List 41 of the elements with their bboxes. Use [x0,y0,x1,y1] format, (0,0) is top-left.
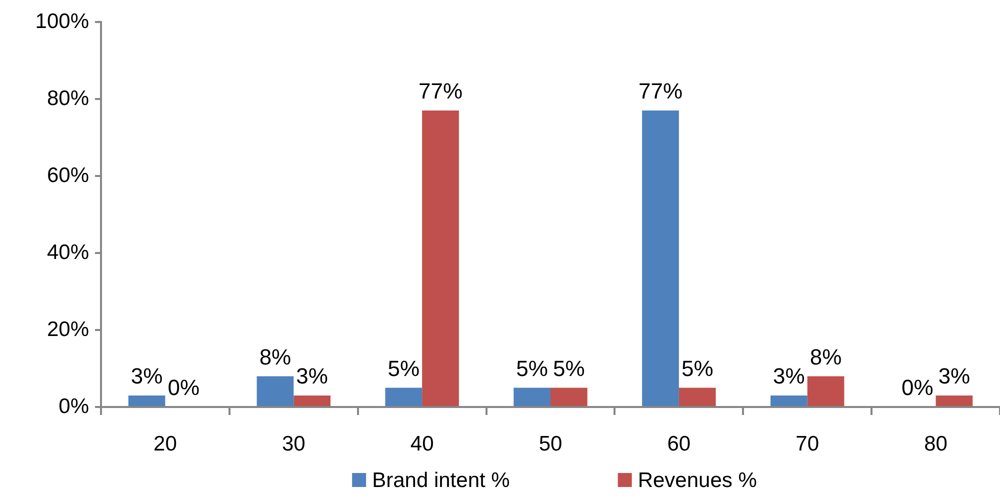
x-tick-label: 60 [667,432,691,456]
data-label: 5% [388,356,420,381]
data-label: 8% [810,344,842,370]
data-label: 5% [553,356,585,381]
bar [385,388,422,406]
data-label: 77% [638,78,683,104]
bar [422,110,459,406]
data-label: 3% [296,364,328,389]
x-tick-label: 30 [282,432,306,456]
y-tick-label: 20% [46,318,89,341]
legend-label: Brand intent % [372,468,510,492]
x-tick-label: 70 [796,432,820,456]
bar [256,376,294,406]
y-tick-label: 0% [58,394,89,418]
bar [678,388,716,406]
bar [550,388,588,406]
data-label: 0% [168,375,200,400]
x-tick-label: 80 [924,432,948,456]
data-label: 5% [516,356,548,381]
y-tick-label: 60% [46,164,89,187]
bar [936,395,973,406]
y-tick-label: 40% [46,240,89,264]
bar [642,110,679,406]
x-tick-label: 40 [410,432,434,456]
bar [514,388,550,406]
data-label: 3% [130,364,163,389]
data-label: 3% [773,364,805,389]
y-tick-label: 80% [46,86,89,110]
data-label: 8% [259,344,292,370]
x-tick-label: 50 [538,432,562,456]
data-label: 3% [938,364,970,389]
legend-label: Revenues % [638,468,757,492]
bar [770,395,808,406]
bar [128,395,166,406]
bar [294,395,330,406]
x-tick-label: 20 [154,432,177,456]
y-tick-label: 100% [35,10,89,33]
data-label: 5% [681,356,714,381]
data-label: 77% [418,78,463,104]
data-label: 0% [901,375,934,400]
bar [807,376,844,406]
